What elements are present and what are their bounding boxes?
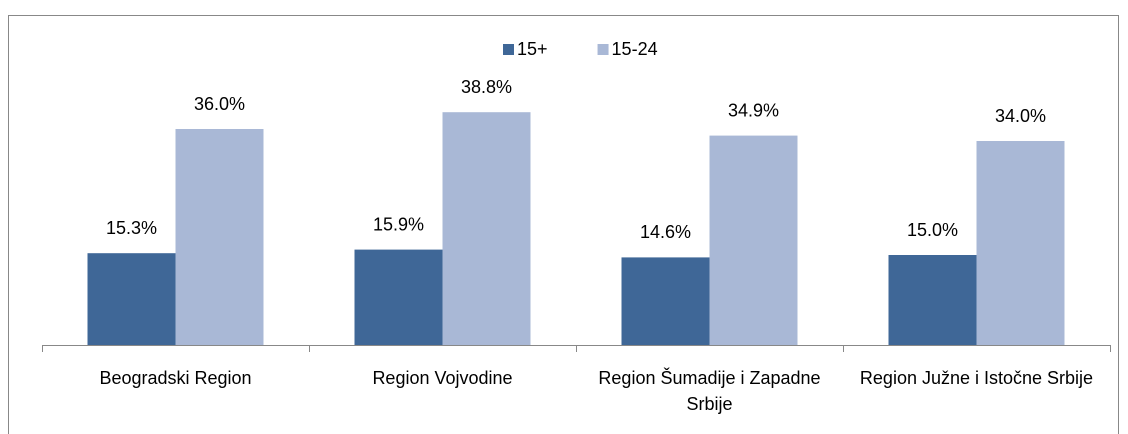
x-tick-label: Region Vojvodine [372,368,513,388]
legend-label: 15-24 [612,39,658,59]
bar [621,257,710,345]
legend-label: 15+ [517,39,548,59]
data-label: 34.0% [995,106,1046,126]
bar [976,141,1065,345]
bar [442,112,531,345]
bar [888,255,977,345]
bar [175,129,264,345]
data-label: 15.3% [106,218,157,238]
bar [354,249,443,345]
data-label: 36.0% [194,94,245,114]
x-tick-label: Beogradski Region [99,368,252,388]
data-label: 15.0% [907,220,958,240]
data-label: 14.6% [640,222,691,242]
data-label: 34.9% [728,100,779,120]
data-label: 15.9% [373,214,424,234]
bar [709,135,798,345]
data-label: 38.8% [461,77,512,97]
x-tick-label: Region Južne i Istočne Srbije [859,368,1094,388]
legend-swatch [597,44,609,55]
chart-border [8,15,1119,434]
bar [87,253,176,345]
legend-swatch [503,44,514,55]
x-tick-label: Region Šumadije i Zapadne Srbije [598,368,821,414]
